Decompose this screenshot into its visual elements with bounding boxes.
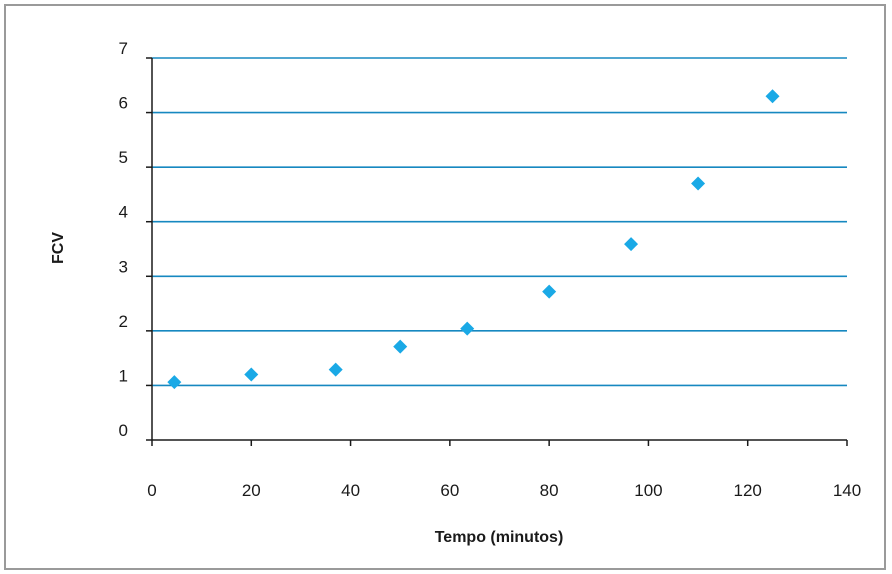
y-axis-title: FCV bbox=[50, 232, 67, 264]
y-tick-label-3: 3 bbox=[119, 257, 128, 276]
data-point-4 bbox=[393, 339, 408, 354]
data-point-8 bbox=[691, 176, 706, 191]
chart-frame bbox=[4, 4, 886, 570]
x-tick-label-40: 40 bbox=[341, 481, 360, 500]
y-tick-label-1: 1 bbox=[119, 366, 128, 385]
x-tick-label-100: 100 bbox=[634, 481, 662, 500]
data-points bbox=[167, 89, 780, 390]
x-axis-title: Tempo (minutos) bbox=[435, 529, 564, 546]
data-point-6 bbox=[542, 284, 557, 299]
x-tick-label-0: 0 bbox=[147, 481, 156, 500]
y-tick-label-6: 6 bbox=[119, 94, 128, 113]
data-point-9 bbox=[765, 89, 780, 104]
data-point-1 bbox=[167, 375, 182, 390]
y-tick-label-0: 0 bbox=[119, 421, 128, 440]
y-tick-label-7: 7 bbox=[119, 39, 128, 58]
y-tick-label-5: 5 bbox=[119, 148, 128, 167]
axes bbox=[151, 58, 847, 441]
y-tick-label-2: 2 bbox=[119, 312, 128, 331]
x-tick-label-20: 20 bbox=[242, 481, 261, 500]
x-tick-label-140: 140 bbox=[833, 481, 861, 500]
y-tick-label-4: 4 bbox=[119, 203, 128, 222]
gridlines bbox=[152, 57, 847, 387]
data-point-7 bbox=[624, 237, 639, 252]
x-tick-labels: 0 20 40 60 80 100 120 140 bbox=[147, 440, 861, 500]
data-point-3 bbox=[328, 362, 343, 377]
x-tick-label-60: 60 bbox=[440, 481, 459, 500]
y-tick-labels: 0 1 2 3 4 5 6 7 bbox=[119, 39, 152, 441]
data-point-2 bbox=[244, 367, 259, 382]
data-point-5 bbox=[460, 321, 475, 336]
x-tick-label-120: 120 bbox=[734, 481, 762, 500]
x-tick-label-80: 80 bbox=[540, 481, 559, 500]
